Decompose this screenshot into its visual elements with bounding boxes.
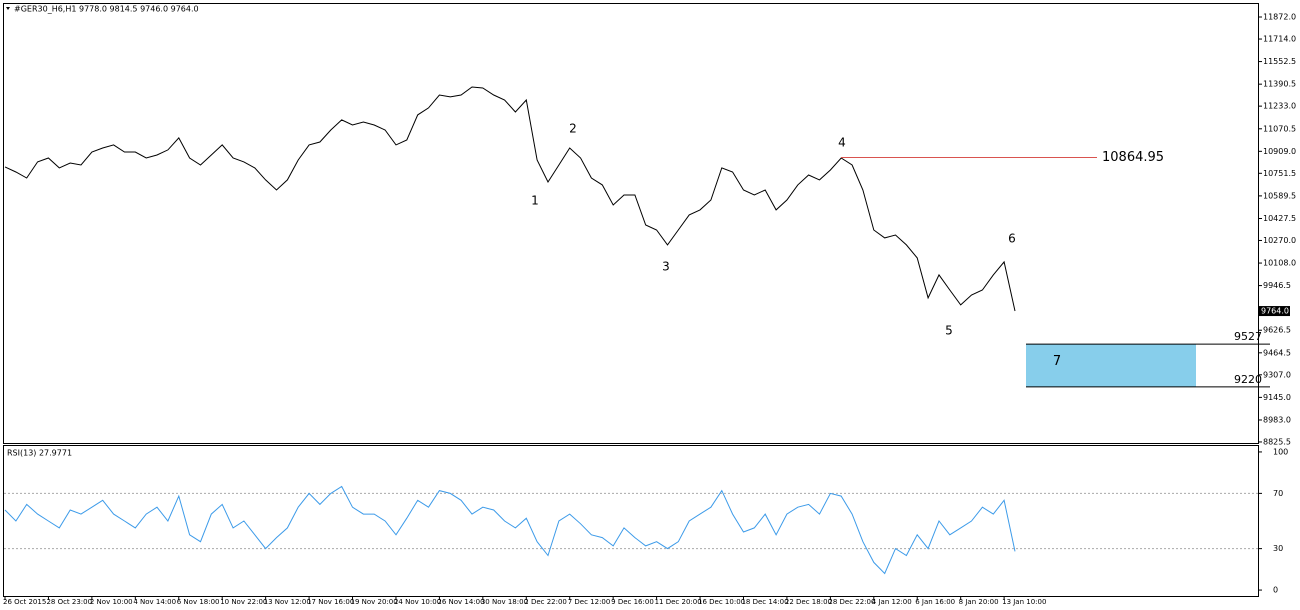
y-tick-label: 9307.0 <box>1263 370 1291 379</box>
y-tick-label: 10427.5 <box>1263 214 1296 223</box>
y-tick-label: 11233.0 <box>1263 102 1296 111</box>
x-tick-label: 17 Nov 16:00 <box>307 598 354 606</box>
indicator-tick-label: 0 <box>1273 586 1278 595</box>
wave-label: 4 <box>838 136 846 150</box>
x-tick-label: 22 Dec 18:00 <box>785 598 832 606</box>
rsi-line <box>4 485 1016 575</box>
indicator-tick-label: 100 <box>1273 447 1288 456</box>
y-tick-label: 10589.5 <box>1263 191 1296 200</box>
indicator-tick-label: 30 <box>1273 544 1283 553</box>
y-tick-label: 10909.0 <box>1263 147 1296 156</box>
indicator-panel <box>3 445 1259 597</box>
x-tick-label: 19 Nov 20:00 <box>351 598 398 606</box>
price-line <box>4 86 1016 312</box>
zone-top-label: 9527 <box>1234 330 1262 343</box>
chart-title: #GER30_H6,H1 9778.0 9814.5 9746.0 9764.0 <box>14 5 199 14</box>
wave-label: 6 <box>1008 232 1016 246</box>
x-tick-label: 26 Nov 14:00 <box>437 598 484 606</box>
last-price-label: 9764.0 <box>1261 307 1289 316</box>
x-tick-label: 10 Nov 22:00 <box>220 598 267 606</box>
zone-text: 7 <box>1053 354 1061 369</box>
x-tick-label: 4 Nov 14:00 <box>133 598 176 606</box>
x-tick-label: 18 Dec 14:00 <box>741 598 788 606</box>
y-tick-label: 11390.5 <box>1263 80 1296 89</box>
price-panel <box>3 3 1259 444</box>
x-tick-label: 2 Dec 22:00 <box>524 598 567 606</box>
wave-label: 1 <box>531 194 539 208</box>
y-tick-label: 9464.5 <box>1263 348 1291 357</box>
y-tick-label: 9145.0 <box>1263 393 1291 402</box>
y-tick-label: 11872.0 <box>1263 12 1296 21</box>
y-tick-label: 9946.5 <box>1263 281 1291 290</box>
y-tick-label: 11714.0 <box>1263 35 1296 44</box>
y-tick-label: 10108.0 <box>1263 259 1296 268</box>
last-price-box <box>1258 306 1290 317</box>
x-tick-label: 4 Jan 12:00 <box>872 598 912 606</box>
y-tick-label: 8983.0 <box>1263 415 1291 424</box>
wave-label: 2 <box>569 122 577 136</box>
y-tick-label: 11552.5 <box>1263 57 1296 66</box>
x-tick-label: 28 Oct 23:00 <box>46 598 92 606</box>
x-tick-label: 8 Jan 20:00 <box>959 598 999 606</box>
x-tick-label: 6 Nov 18:00 <box>177 598 220 606</box>
x-tick-label: 24 Nov 10:00 <box>394 598 441 606</box>
indicator-tick-label: 70 <box>1273 489 1283 498</box>
wave-label: 3 <box>662 260 670 274</box>
x-tick-label: 28 Dec 22:00 <box>828 598 875 606</box>
x-tick-label: 6 Jan 16:00 <box>915 598 955 606</box>
y-tick-label: 10751.5 <box>1263 169 1296 178</box>
zone-bottom-label: 9220 <box>1234 373 1262 386</box>
menu-arrow[interactable] <box>6 7 10 10</box>
wave-label: 5 <box>945 324 953 338</box>
x-tick-label: 2 Nov 10:00 <box>90 598 133 606</box>
x-tick-label: 26 Oct 2015 <box>3 598 46 606</box>
resistance-label: 10864.95 <box>1102 150 1164 165</box>
target-zone <box>1026 344 1196 387</box>
x-tick-label: 7 Dec 12:00 <box>568 598 611 606</box>
x-tick-label: 13 Nov 12:00 <box>264 598 311 606</box>
x-tick-label: 11 Dec 20:00 <box>655 598 702 606</box>
y-tick-label: 10270.0 <box>1263 236 1296 245</box>
x-tick-label: 13 Jan 10:00 <box>1002 598 1046 606</box>
y-tick-label: 9626.5 <box>1263 326 1291 335</box>
indicator-title: RSI(13) 27.9771 <box>7 449 72 458</box>
x-tick-label: 30 Nov 18:00 <box>481 598 528 606</box>
y-tick-label: 11070.5 <box>1263 124 1296 133</box>
x-tick-label: 16 Dec 10:00 <box>698 598 745 606</box>
y-tick-label: 8825.5 <box>1263 437 1291 446</box>
x-tick-label: 9 Dec 16:00 <box>611 598 654 606</box>
